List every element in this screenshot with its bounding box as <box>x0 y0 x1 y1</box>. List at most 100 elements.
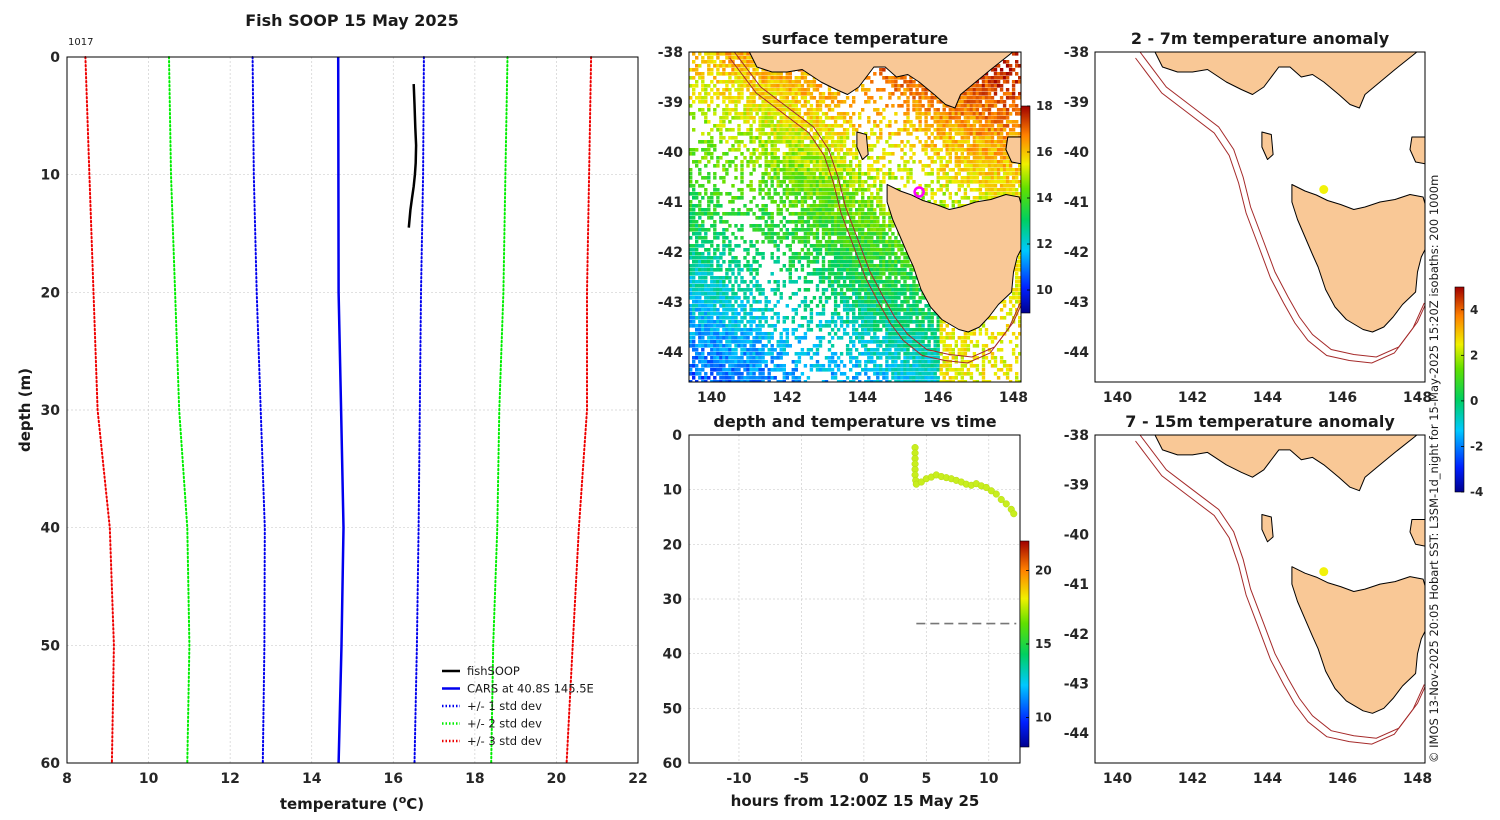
sst-pixel <box>915 328 919 332</box>
sst-pixel <box>749 152 753 156</box>
sst-pixel <box>770 88 774 92</box>
sst-pixel <box>836 272 841 276</box>
sst-pixel <box>728 192 732 196</box>
sst-pixel <box>803 136 808 140</box>
sst-pixel <box>728 76 732 80</box>
sst-pixel <box>915 84 919 88</box>
sst-pixel <box>704 248 708 252</box>
sst-pixel <box>858 340 862 344</box>
sst-pixel <box>731 312 735 316</box>
sst-pixel <box>791 176 795 180</box>
sst-pixel <box>788 172 792 176</box>
sst-pixel <box>692 116 696 120</box>
sst-pixel <box>692 272 696 276</box>
sst-pixel <box>821 292 826 296</box>
sst-pixel <box>948 332 952 336</box>
sst-pixel <box>701 380 705 382</box>
sst-pixel <box>839 380 844 382</box>
sst-pixel <box>719 336 723 340</box>
sst-pixel <box>867 164 871 168</box>
sst-pixel <box>731 352 735 356</box>
sst-map: surface temperature 140 142 144 146 148-38-3… <box>658 29 1053 406</box>
sst-pixel <box>936 156 940 160</box>
sst-pixel <box>939 184 943 188</box>
sst-pixel <box>867 216 871 220</box>
sst-pixel <box>761 256 765 260</box>
sst-pixel <box>734 140 738 144</box>
sst-pixel <box>752 260 756 264</box>
sst-pixel <box>767 172 771 176</box>
sst-pixel <box>957 112 961 116</box>
sst-pixel <box>824 208 829 212</box>
sst-pixel <box>906 300 910 304</box>
sst-pixel <box>876 268 880 272</box>
sst-pixel <box>749 356 753 360</box>
sst-pixel <box>710 128 714 132</box>
sst-pixel <box>707 92 711 96</box>
sst-pixel <box>927 124 931 128</box>
sst-pixel <box>812 132 817 136</box>
sst-pixel <box>698 244 702 248</box>
sst-pixel <box>833 304 838 308</box>
sst-pixel <box>734 264 738 268</box>
sst-pixel <box>803 256 808 260</box>
sst-pixel <box>864 284 868 288</box>
sst-pixel <box>722 376 726 380</box>
profile-frame <box>66 56 639 764</box>
sst-pixel <box>833 296 838 300</box>
sst-pixel <box>894 76 898 80</box>
sst-pixel <box>773 88 777 92</box>
sst-pixel <box>809 136 814 140</box>
sst-pixel <box>740 152 744 156</box>
sst-pixel <box>960 364 964 368</box>
sst-pixel <box>713 364 717 368</box>
sst-pixel <box>839 144 844 148</box>
sst-pixel <box>921 316 925 320</box>
legend-label: fishSOOP <box>467 664 520 678</box>
sst-pixel <box>788 164 792 168</box>
sst-pixel <box>728 264 732 268</box>
sst-pixel <box>704 272 708 276</box>
sst-pixel <box>710 308 714 312</box>
sst-pixel <box>698 228 702 232</box>
sst-pixel <box>867 376 871 380</box>
sst-pixel <box>791 204 795 208</box>
sst-pixel <box>945 160 949 164</box>
sst-pixel <box>915 332 919 336</box>
sst-pixel <box>957 108 961 112</box>
sst-pixel <box>815 228 820 232</box>
sst-pixel <box>740 344 744 348</box>
sst-pixel <box>728 160 732 164</box>
sst-pixel <box>752 296 756 300</box>
sst-pixel <box>873 308 877 312</box>
sst-pixel <box>933 144 937 148</box>
sst-pixel <box>933 328 937 332</box>
sst-pixel <box>773 172 777 176</box>
sst-pixel <box>879 236 883 240</box>
sst-pixel <box>876 252 880 256</box>
sst-pixel <box>803 296 808 300</box>
sst-pixel <box>966 132 971 136</box>
sst-pixel <box>722 328 726 332</box>
sst-pixel <box>882 272 886 276</box>
sst-pixel <box>849 348 853 352</box>
sst-pixel <box>710 312 714 316</box>
sst-pixel <box>845 208 850 212</box>
sst-pixel <box>897 104 901 108</box>
sst-pixel <box>746 208 750 212</box>
sst-pixel <box>809 244 814 248</box>
sst-pixel <box>855 260 859 264</box>
sst-pixel <box>864 216 868 220</box>
sst-pixel <box>785 228 789 232</box>
sst-pixel <box>855 164 859 168</box>
sst-pixel <box>770 196 774 200</box>
sst-pixel <box>737 80 741 84</box>
sst-pixel <box>695 224 699 228</box>
sst-pixel <box>836 208 841 212</box>
sst-pixel <box>888 240 892 244</box>
sst-pixel <box>806 348 811 352</box>
sst-pixel <box>728 276 732 280</box>
sst-pixel <box>701 320 705 324</box>
sst-pixel <box>785 84 789 88</box>
sst-pixel <box>803 180 808 184</box>
